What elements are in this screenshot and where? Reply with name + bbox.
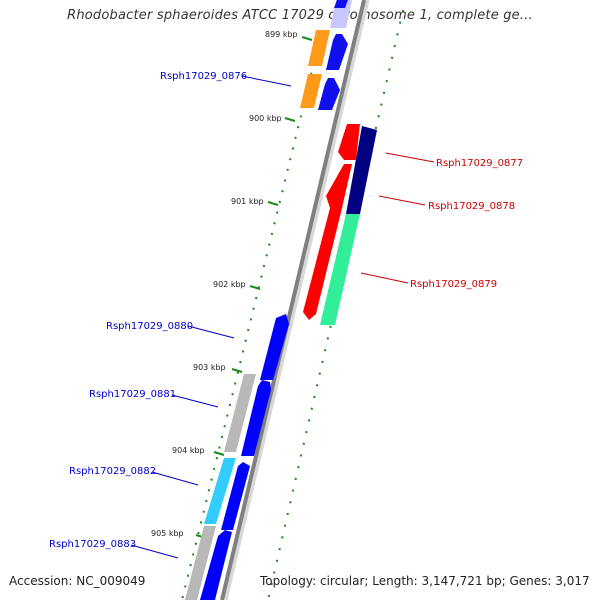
gene-label-0883[interactable]: Rsph17029_0883 — [49, 539, 136, 550]
gene-orange-2[interactable] — [300, 74, 322, 108]
gene-grey-2[interactable] — [185, 526, 216, 600]
tick-label-901: 901 kbp — [231, 197, 264, 206]
tick-mark-899 — [301, 36, 313, 41]
gene-label-0879[interactable]: Rsph17029_0879 — [410, 279, 497, 290]
gene-label-0878[interactable]: Rsph17029_0878 — [428, 201, 515, 212]
gene-rsph17029-0883[interactable] — [200, 530, 232, 600]
gene-top-blue[interactable] — [334, 0, 348, 8]
tick-label-903: 903 kbp — [193, 363, 226, 372]
tick-mark-904 — [213, 451, 225, 456]
gene-rsph17029-0879[interactable] — [320, 214, 360, 325]
leader-0879 — [360, 272, 409, 284]
leader-0878 — [378, 195, 426, 206]
accession-text: Accession: NC_009049 — [9, 574, 146, 588]
tick-mark-900 — [284, 117, 296, 122]
gene-red-long[interactable] — [303, 208, 342, 320]
leader-0882 — [151, 471, 199, 486]
tick-label-900: 900 kbp — [249, 114, 282, 123]
tick-label-905: 905 kbp — [151, 529, 184, 538]
leader-0877 — [385, 152, 435, 163]
map-title: Rhodobacter sphaeroides ATCC 17029 chrom… — [67, 8, 533, 23]
gene-navy[interactable] — [346, 126, 377, 214]
leader-0876 — [241, 75, 292, 87]
leader-0881 — [171, 394, 219, 408]
gene-grey-1[interactable] — [224, 374, 256, 452]
tick-label-902: 902 kbp — [213, 280, 246, 289]
gene-rsph17029-0878-red[interactable] — [326, 164, 352, 208]
tick-label-899: 899 kbp — [265, 30, 298, 39]
topology-text: Topology: circular; Length: 3,147,721 bp… — [260, 574, 590, 588]
gene-blue-upper[interactable] — [326, 34, 348, 70]
outer-ruler — [267, 9, 404, 600]
leader-0883 — [130, 544, 179, 559]
gene-blue-0882b[interactable] — [221, 462, 250, 530]
gene-rsph17029-0876[interactable] — [318, 78, 340, 110]
gene-rsph17029-0880[interactable] — [260, 314, 289, 380]
gene-rsph17029-0877[interactable] — [338, 124, 360, 160]
backbone — [220, 0, 366, 600]
gene-rsph17029-0881[interactable] — [241, 380, 271, 456]
gene-label-0881[interactable]: Rsph17029_0881 — [89, 389, 176, 400]
gene-orange-1[interactable] — [308, 30, 330, 66]
gene-label-0882[interactable]: Rsph17029_0882 — [69, 466, 156, 477]
tick-mark-902 — [249, 285, 261, 290]
backbone-outer — [222, 0, 370, 600]
tick-label-904: 904 kbp — [172, 446, 205, 455]
gene-rsph17029-0882[interactable] — [204, 458, 236, 524]
leader-0880 — [187, 325, 235, 339]
tick-mark-903 — [231, 368, 243, 373]
gene-label-0880[interactable]: Rsph17029_0880 — [106, 321, 193, 332]
gene-label-0876[interactable]: Rsph17029_0876 — [160, 71, 247, 82]
tick-mark-901 — [267, 201, 279, 206]
gene-label-0877[interactable]: Rsph17029_0877 — [436, 158, 523, 169]
